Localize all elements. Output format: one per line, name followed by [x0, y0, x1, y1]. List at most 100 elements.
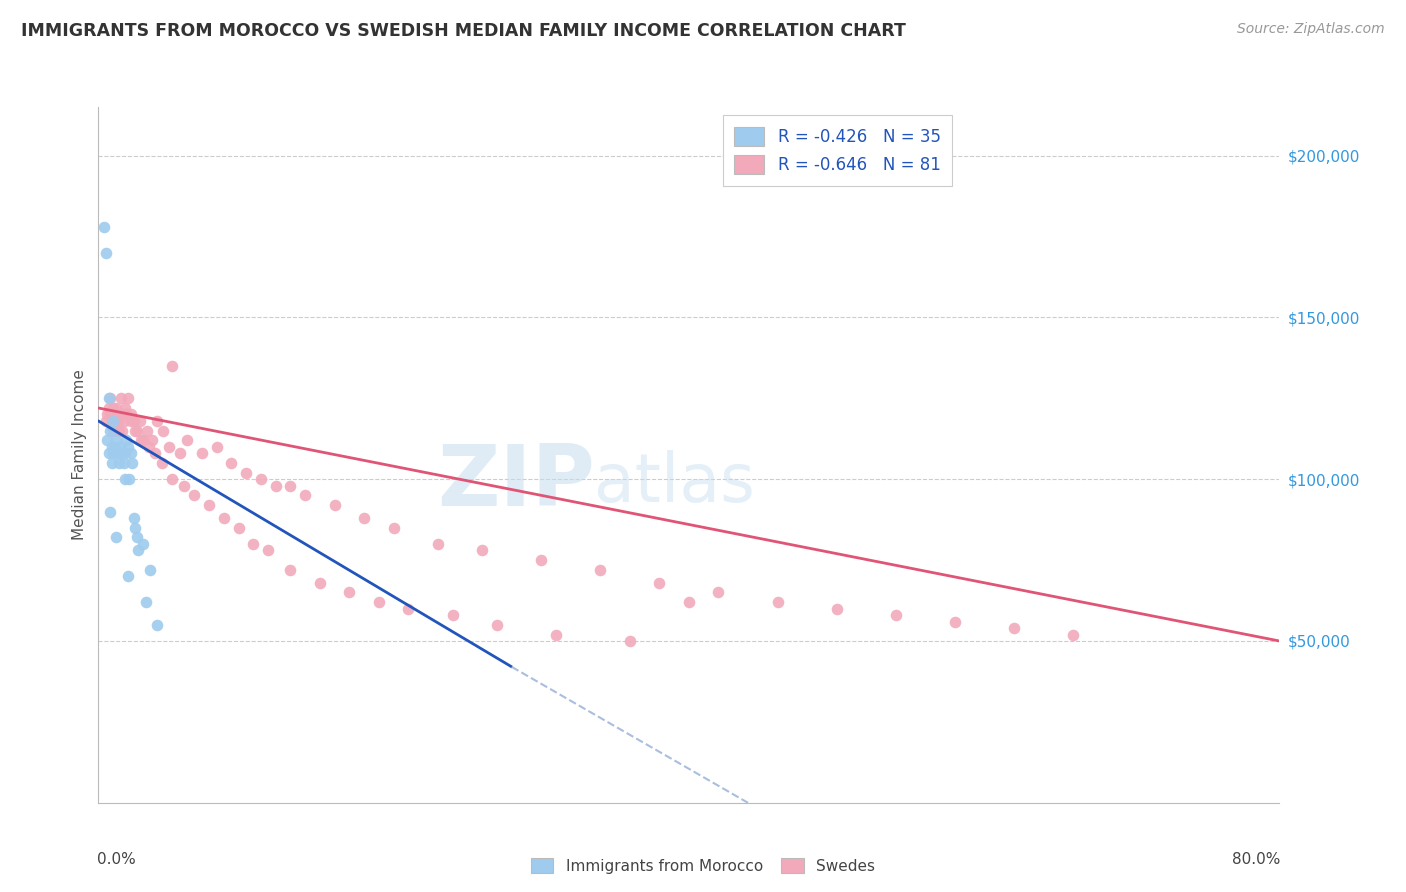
Point — [103, 401, 125, 415]
Point — [110, 440, 132, 454]
Point — [486, 617, 509, 632]
Point — [205, 440, 228, 454]
Point — [339, 585, 360, 599]
Point — [648, 575, 671, 590]
Point — [143, 446, 166, 460]
Point — [124, 424, 146, 438]
Point — [96, 408, 118, 422]
Point — [530, 553, 553, 567]
Point — [96, 434, 118, 448]
Point — [176, 434, 198, 448]
Point — [107, 414, 129, 428]
Point — [94, 414, 117, 428]
Text: ZIP: ZIP — [437, 442, 595, 524]
Point — [242, 537, 264, 551]
Point — [619, 634, 641, 648]
Point — [198, 498, 221, 512]
Point — [100, 456, 122, 470]
Point — [427, 537, 450, 551]
Point — [152, 424, 174, 438]
Point — [112, 414, 135, 428]
Point — [117, 392, 139, 406]
Point — [129, 434, 152, 448]
Point — [93, 219, 115, 234]
Point — [323, 498, 346, 512]
Point — [257, 543, 280, 558]
Point — [128, 414, 150, 428]
Point — [118, 472, 141, 486]
Point — [228, 521, 250, 535]
Point — [150, 456, 173, 470]
Point — [111, 446, 134, 460]
Point — [132, 434, 155, 448]
Point — [115, 434, 138, 448]
Point — [104, 408, 127, 422]
Point — [169, 446, 191, 460]
Point — [146, 617, 169, 632]
Point — [103, 446, 125, 460]
Point — [112, 456, 135, 470]
Point — [108, 456, 131, 470]
Point — [264, 478, 287, 492]
Point — [105, 531, 128, 545]
Point — [127, 543, 149, 558]
Point — [122, 414, 145, 428]
Legend: Immigrants from Morocco, Swedes: Immigrants from Morocco, Swedes — [524, 852, 882, 880]
Point — [120, 446, 142, 460]
Point — [157, 440, 180, 454]
Point — [138, 440, 160, 454]
Point — [120, 414, 142, 428]
Point — [382, 521, 405, 535]
Point — [97, 446, 120, 460]
Point — [278, 563, 302, 577]
Point — [114, 446, 136, 460]
Point — [120, 408, 142, 422]
Point — [100, 414, 122, 428]
Point — [141, 434, 163, 448]
Point — [110, 392, 132, 406]
Point — [1062, 627, 1084, 641]
Point — [309, 575, 332, 590]
Text: Source: ZipAtlas.com: Source: ZipAtlas.com — [1237, 22, 1385, 37]
Point — [173, 478, 195, 492]
Point — [135, 595, 157, 609]
Point — [212, 511, 235, 525]
Point — [122, 511, 145, 525]
Point — [136, 424, 159, 438]
Point — [125, 531, 148, 545]
Point — [117, 569, 139, 583]
Point — [766, 595, 789, 609]
Point — [191, 446, 214, 460]
Point — [98, 408, 121, 422]
Point — [103, 414, 125, 428]
Text: atlas: atlas — [595, 450, 755, 516]
Point — [162, 359, 183, 373]
Point — [353, 511, 375, 525]
Point — [125, 424, 148, 438]
Point — [97, 392, 120, 406]
Point — [108, 424, 131, 438]
Point — [105, 401, 128, 415]
Point — [471, 543, 494, 558]
Point — [104, 440, 127, 454]
Point — [107, 446, 129, 460]
Point — [441, 608, 464, 623]
Point — [1002, 621, 1025, 635]
Point — [98, 392, 121, 406]
Point — [707, 585, 730, 599]
Point — [121, 456, 143, 470]
Text: 80.0%: 80.0% — [1232, 852, 1281, 866]
Point — [132, 537, 155, 551]
Point — [884, 608, 907, 623]
Point — [94, 245, 117, 260]
Point — [124, 521, 146, 535]
Point — [250, 472, 273, 486]
Point — [115, 408, 138, 422]
Point — [98, 504, 121, 518]
Point — [278, 478, 302, 492]
Text: 0.0%: 0.0% — [97, 852, 136, 866]
Point — [943, 615, 966, 629]
Point — [111, 408, 134, 422]
Legend: R = -0.426   N = 35, R = -0.646   N = 81: R = -0.426 N = 35, R = -0.646 N = 81 — [723, 115, 952, 186]
Point — [162, 472, 183, 486]
